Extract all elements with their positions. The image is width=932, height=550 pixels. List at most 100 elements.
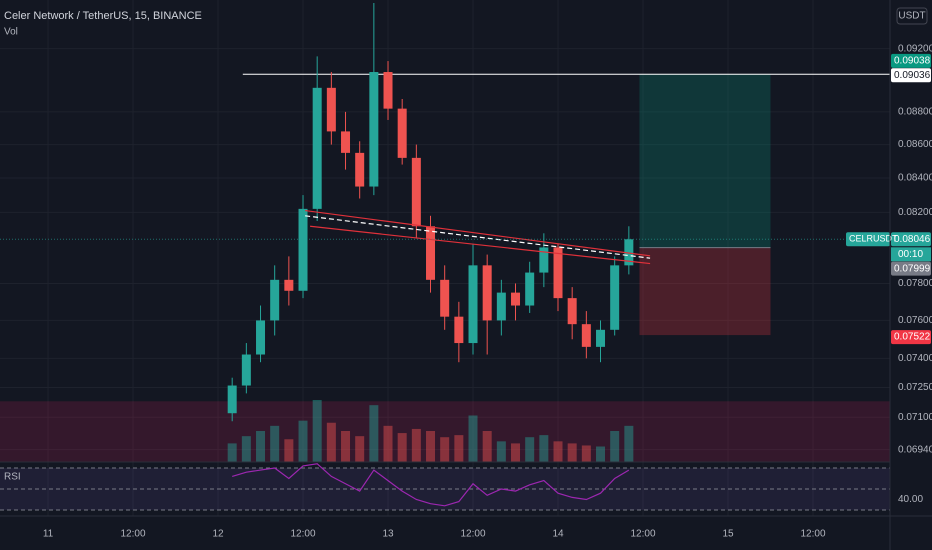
- candle-body: [454, 316, 464, 344]
- x-tick-label: 15: [722, 529, 734, 540]
- candle-body: [298, 208, 308, 291]
- price-badge: [891, 53, 931, 68]
- candle-body: [397, 108, 407, 158]
- candle-body: [624, 239, 634, 266]
- symbol-label: CELRUSDT: [849, 234, 898, 244]
- profit-zone: [639, 73, 771, 248]
- volume-bar: [312, 400, 322, 462]
- y-tick-label: 0.07600: [898, 315, 932, 326]
- x-tick-label: 13: [382, 529, 394, 540]
- volume-bar: [298, 420, 308, 462]
- volume-bar: [284, 439, 294, 462]
- volume-bar: [270, 425, 280, 462]
- rsi-label: RSI: [4, 472, 21, 483]
- volume-bar: [397, 433, 407, 462]
- volume-bar: [468, 415, 478, 462]
- volume-bar: [383, 425, 393, 462]
- price-badge-label: 0.07522: [894, 332, 931, 343]
- candle-body: [567, 298, 577, 325]
- volume-bar: [411, 428, 421, 462]
- candle-body: [511, 292, 521, 306]
- trendline: [305, 209, 651, 257]
- volume-bar: [426, 431, 436, 462]
- x-tick-label: 12:00: [460, 529, 485, 540]
- candle-body: [270, 279, 280, 321]
- trendline: [310, 225, 651, 265]
- volume-bar: [326, 422, 336, 462]
- price-badge: [891, 68, 931, 83]
- volume-bar: [567, 443, 577, 462]
- candle-body: [284, 279, 294, 291]
- volume-bar: [256, 431, 266, 462]
- volume-bar: [440, 437, 450, 462]
- x-tick-label: 12:00: [800, 529, 825, 540]
- price-badge: [891, 330, 931, 345]
- x-tick-label: 12: [212, 529, 224, 540]
- rsi-tick-label: 40.00: [898, 494, 923, 505]
- candle-body: [256, 320, 266, 355]
- y-tick-label: 0.07100: [898, 412, 932, 423]
- volume-bar: [241, 436, 251, 462]
- x-tick-label: 14: [552, 529, 564, 540]
- x-tick-label: 12:00: [121, 529, 146, 540]
- candle-body: [596, 329, 606, 347]
- y-tick-label: 0.08400: [898, 173, 932, 184]
- volume-bar: [482, 431, 492, 462]
- candle-body: [355, 152, 365, 187]
- countdown: 00:10: [898, 249, 923, 260]
- x-tick-label: 11: [43, 529, 54, 540]
- volume-bar: [539, 435, 549, 462]
- volume-bar: [596, 446, 606, 462]
- volume-label: Vol: [4, 27, 18, 38]
- candle-body: [426, 226, 436, 280]
- trendline: [305, 215, 651, 259]
- volume-bar: [454, 435, 464, 462]
- volume-bar: [341, 431, 351, 462]
- volume-bar: [369, 405, 379, 462]
- candle-body: [312, 87, 322, 209]
- price-badge: [891, 232, 931, 247]
- candle-body: [539, 247, 549, 273]
- price-badge-label: 0.08046: [894, 234, 931, 245]
- volume-bar: [355, 436, 365, 462]
- y-tick-label: 0.08600: [898, 139, 932, 150]
- price-badge-label: 0.07999: [894, 263, 931, 274]
- rsi-line: [232, 463, 630, 507]
- candle-body: [440, 279, 450, 317]
- candle-body: [610, 265, 620, 330]
- volume-bar: [496, 441, 506, 462]
- candle-body: [326, 87, 336, 132]
- candle-body: [581, 324, 591, 347]
- loss-zone: [639, 247, 771, 336]
- y-tick-label: 0.08800: [898, 107, 932, 118]
- candle-body: [227, 385, 237, 414]
- y-tick-label: 0.07400: [898, 353, 932, 364]
- volume-bar: [610, 431, 620, 462]
- candle-body: [341, 131, 351, 153]
- candle-body: [383, 72, 393, 109]
- y-tick-label: 0.08200: [898, 207, 932, 218]
- price-badge: [891, 261, 931, 276]
- candle-body: [241, 354, 251, 386]
- candle-body: [411, 157, 421, 227]
- candle-body: [525, 272, 535, 306]
- volume-bar: [525, 437, 535, 462]
- symbol-badge: [846, 232, 890, 247]
- currency-box[interactable]: [896, 7, 928, 25]
- countdown-box: [891, 247, 931, 262]
- volume-bar: [581, 445, 591, 462]
- x-tick-label: 12:00: [630, 529, 655, 540]
- currency[interactable]: USDT: [898, 11, 925, 22]
- price-badge-label: 0.09038: [894, 56, 931, 67]
- chart-title: Celer Network / TetherUS, 15, BINANCE: [4, 10, 202, 22]
- y-tick-label: 0.06940: [898, 444, 932, 455]
- volume-bar: [553, 441, 563, 462]
- y-tick-label: 0.07250: [898, 382, 932, 393]
- zone: [0, 401, 890, 462]
- volume-bar: [511, 443, 521, 462]
- x-tick-label: 12:00: [291, 529, 316, 540]
- candle-body: [468, 265, 478, 344]
- candle-body: [496, 292, 506, 321]
